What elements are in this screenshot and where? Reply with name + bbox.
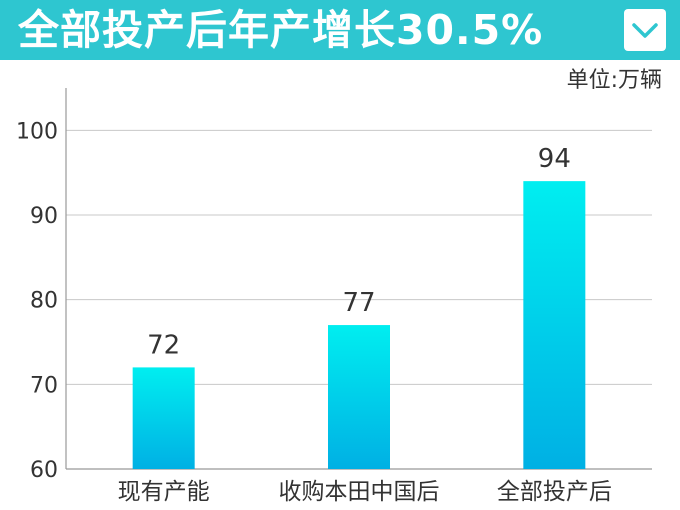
title-banner: 全部投产后年产增长30.5% [0, 0, 680, 60]
chevron-down-icon [632, 23, 658, 38]
chart-title: 全部投产后年产增长30.5% [18, 6, 544, 54]
unit-label: 单位:万辆 [566, 68, 662, 93]
y-tick-label: 60 [30, 458, 58, 483]
bar [132, 367, 195, 469]
x-tick-label: 收购本田中国后 [279, 479, 440, 505]
data-label: 77 [342, 288, 375, 318]
x-tick-label: 现有产能 [118, 479, 210, 505]
y-axis-ticks: 60 70 80 90 100 [16, 119, 58, 483]
y-tick-label: 80 [30, 289, 58, 314]
bar [328, 325, 390, 469]
data-label: 94 [538, 144, 571, 174]
data-labels: 72 77 94 [147, 144, 571, 360]
y-tick-label: 90 [30, 204, 58, 229]
x-tick-label: 全部投产后 [497, 479, 612, 505]
bar [523, 181, 586, 469]
bars [132, 181, 586, 469]
data-label: 72 [147, 330, 180, 360]
dropdown-button[interactable] [624, 9, 666, 51]
x-axis-ticks: 现有产能 收购本田中国后 全部投产后 [118, 479, 612, 505]
y-tick-label: 100 [16, 119, 58, 144]
y-tick-label: 70 [30, 373, 58, 398]
